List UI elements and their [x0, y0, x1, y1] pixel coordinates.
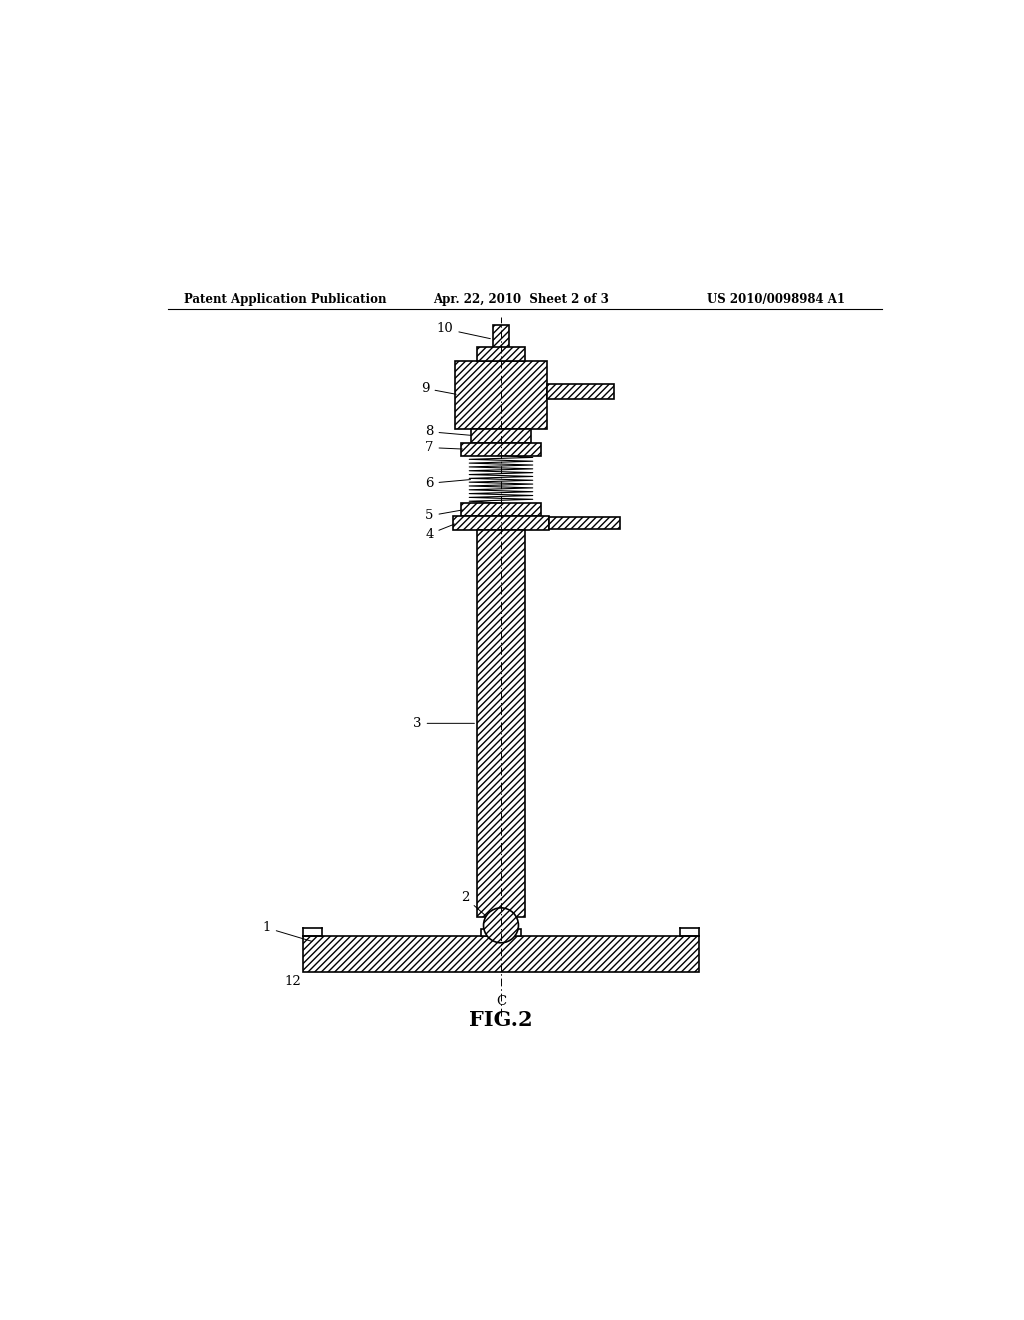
- Text: 12: 12: [285, 974, 301, 987]
- Bar: [454, 516, 549, 531]
- Bar: [549, 516, 621, 529]
- Text: C: C: [496, 995, 506, 1008]
- Bar: [471, 429, 531, 442]
- Bar: [455, 362, 547, 429]
- Text: Apr. 22, 2010  Sheet 2 of 3: Apr. 22, 2010 Sheet 2 of 3: [433, 293, 609, 306]
- Bar: [481, 929, 521, 936]
- Bar: [547, 384, 614, 399]
- Text: 9: 9: [421, 381, 457, 395]
- Circle shape: [483, 908, 518, 942]
- Text: 3: 3: [413, 717, 474, 730]
- Text: FIG.2: FIG.2: [469, 1010, 532, 1030]
- Text: 1: 1: [262, 921, 312, 941]
- Text: 5: 5: [425, 510, 463, 523]
- Text: 8: 8: [425, 425, 472, 438]
- Bar: [494, 325, 509, 362]
- Bar: [461, 503, 541, 516]
- Text: 4: 4: [425, 524, 455, 541]
- Text: 10: 10: [436, 322, 490, 339]
- Bar: [477, 531, 524, 916]
- Text: US 2010/0098984 A1: US 2010/0098984 A1: [708, 293, 846, 306]
- Text: Patent Application Publication: Patent Application Publication: [183, 293, 386, 306]
- Text: 2: 2: [461, 891, 485, 916]
- Bar: [477, 347, 524, 362]
- Text: 7: 7: [425, 441, 463, 454]
- Text: 6: 6: [425, 477, 470, 490]
- Bar: [461, 442, 541, 455]
- Bar: [303, 936, 699, 972]
